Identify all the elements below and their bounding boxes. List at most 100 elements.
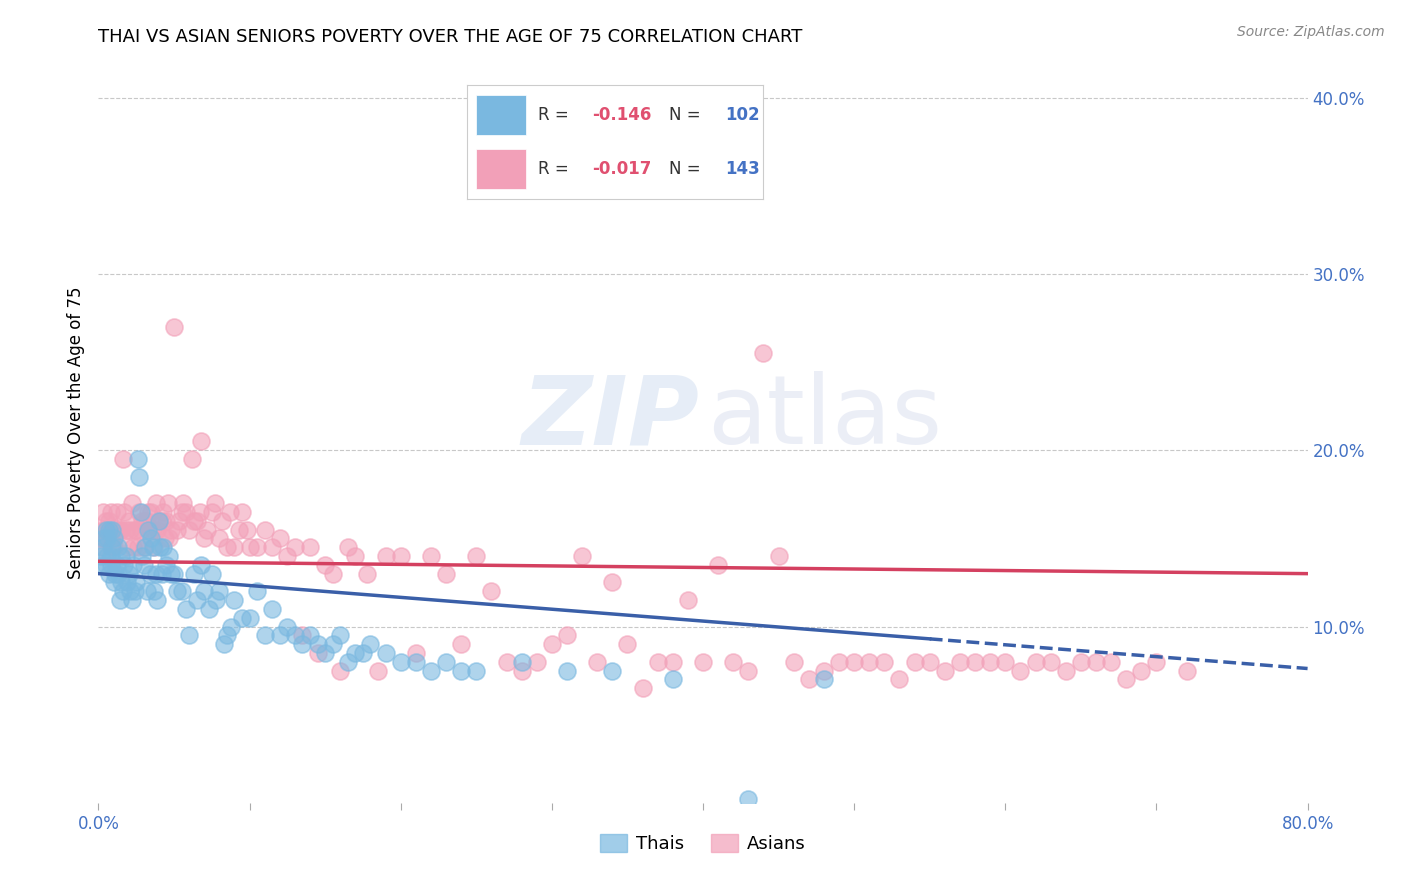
Point xyxy=(1099,655,1122,669)
Point xyxy=(139,523,162,537)
Point xyxy=(94,558,117,572)
Point xyxy=(307,637,329,651)
Point xyxy=(96,549,118,563)
Point xyxy=(150,566,173,581)
Point xyxy=(96,523,118,537)
Point xyxy=(103,575,125,590)
Point xyxy=(1010,664,1032,678)
Point xyxy=(201,566,224,581)
Point xyxy=(107,523,129,537)
Text: ZIP: ZIP xyxy=(522,371,699,465)
Point xyxy=(121,496,143,510)
Point xyxy=(111,452,134,467)
Point xyxy=(143,584,166,599)
Point xyxy=(94,514,117,528)
Point xyxy=(405,655,427,669)
Point xyxy=(276,619,298,633)
Point xyxy=(159,549,181,563)
Point xyxy=(115,575,138,590)
Point xyxy=(510,664,533,678)
Point xyxy=(737,664,759,678)
Text: Source: ZipAtlas.com: Source: ZipAtlas.com xyxy=(1237,25,1385,39)
Point xyxy=(105,558,128,572)
Point xyxy=(148,514,170,528)
Point xyxy=(93,532,115,546)
Point xyxy=(104,523,127,537)
Point xyxy=(783,655,806,669)
Point xyxy=(204,496,226,510)
Point xyxy=(91,505,114,519)
Point xyxy=(90,540,112,554)
Point xyxy=(647,655,669,669)
Point xyxy=(322,566,344,581)
Point xyxy=(752,346,775,360)
Point xyxy=(170,584,193,599)
Point xyxy=(125,575,148,590)
Point xyxy=(420,664,443,678)
Point xyxy=(329,664,352,678)
Point xyxy=(195,523,218,537)
Point xyxy=(246,540,269,554)
Point xyxy=(314,646,336,660)
Point xyxy=(94,523,117,537)
Point xyxy=(152,540,174,554)
Point xyxy=(307,646,329,660)
Point xyxy=(555,628,578,642)
Point xyxy=(844,655,866,669)
Point xyxy=(166,523,188,537)
Point xyxy=(181,452,204,467)
Point xyxy=(132,558,155,572)
Point xyxy=(284,540,307,554)
Point xyxy=(405,646,427,660)
Point xyxy=(208,584,231,599)
Point xyxy=(135,584,157,599)
Point xyxy=(797,673,820,687)
Point xyxy=(98,514,121,528)
Point xyxy=(98,523,121,537)
Point xyxy=(276,549,298,563)
Point xyxy=(481,584,503,599)
Point xyxy=(205,593,228,607)
Point xyxy=(107,566,129,581)
Point xyxy=(148,514,170,528)
Point xyxy=(94,523,117,537)
Point xyxy=(231,505,253,519)
Legend: Thais, Asians: Thais, Asians xyxy=(593,827,813,861)
Point xyxy=(101,523,124,537)
Point xyxy=(602,575,624,590)
Point xyxy=(132,540,155,554)
Point xyxy=(723,655,745,669)
Point xyxy=(172,496,194,510)
Point xyxy=(676,593,699,607)
Point xyxy=(1175,664,1198,678)
Text: THAI VS ASIAN SENIORS POVERTY OVER THE AGE OF 75 CORRELATION CHART: THAI VS ASIAN SENIORS POVERTY OVER THE A… xyxy=(98,28,803,45)
Point xyxy=(1070,655,1092,669)
Point xyxy=(231,610,253,624)
Point xyxy=(299,628,322,642)
Point xyxy=(183,566,205,581)
Point xyxy=(221,619,243,633)
Y-axis label: Seniors Poverty Over the Age of 75: Seniors Poverty Over the Age of 75 xyxy=(66,286,84,579)
Text: atlas: atlas xyxy=(707,371,942,465)
Point xyxy=(136,523,159,537)
Point xyxy=(224,593,246,607)
Point xyxy=(692,655,714,669)
Point xyxy=(110,523,132,537)
Point xyxy=(1085,655,1108,669)
Point xyxy=(322,637,344,651)
Point xyxy=(107,540,129,554)
Point xyxy=(291,637,314,651)
Point xyxy=(253,523,276,537)
Point xyxy=(224,540,246,554)
Point xyxy=(135,514,157,528)
Point xyxy=(145,496,167,510)
Point xyxy=(170,505,193,519)
Point xyxy=(93,532,115,546)
Point xyxy=(228,523,250,537)
Point xyxy=(91,540,114,554)
Point xyxy=(1024,655,1046,669)
Point xyxy=(616,637,638,651)
Point xyxy=(602,664,624,678)
Point xyxy=(434,566,457,581)
Point xyxy=(90,549,112,563)
